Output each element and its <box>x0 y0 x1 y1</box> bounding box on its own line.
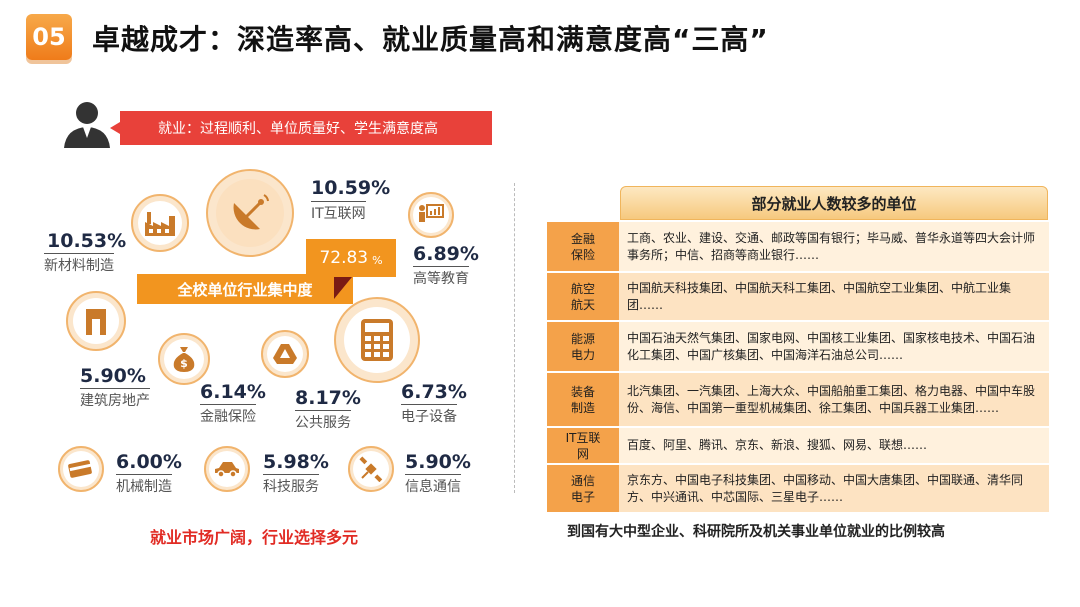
finance-percent: 6.14% <box>200 381 266 403</box>
row-category: 航空 航天 <box>547 273 619 321</box>
building-icon <box>86 309 106 335</box>
realestate-circle <box>66 291 126 351</box>
row-category: IT互联网 <box>547 428 619 464</box>
right-caption: 到国有大中型企业、科研院所及机关事业单位就业的比例较高 <box>567 524 945 540</box>
machinery-circle <box>58 446 104 492</box>
education-percent: 6.89% <box>413 243 479 265</box>
factory-icon <box>145 212 175 236</box>
finance-circle: $ <box>158 333 210 385</box>
row-units: 中国石油天然气集团、国家电网、中国核工业集团、国家核电技术、中国石油化工集团、中… <box>619 322 1049 372</box>
materials-circle <box>131 194 189 252</box>
it-circle <box>206 169 294 257</box>
table-row: IT互联网 百度、阿里、腾讯、京东、新浪、搜狐、网易、联想…… <box>547 428 1049 464</box>
table-row: 金融 保险 工商、农业、建设、交通、邮政等国有银行；毕马威、普华永道等四大会计师事… <box>547 222 1049 272</box>
techservice-circle <box>204 446 250 492</box>
realestate-label: 建筑房地产 <box>80 388 150 410</box>
row-units: 北汽集团、一汽集团、上海大众、中国船舶重工集团、格力电器、中国中车股份、海信、中… <box>619 373 1049 427</box>
satellite-icon <box>359 456 383 482</box>
techservice-percent: 5.98% <box>263 451 329 473</box>
public-label: 公共服务 <box>295 410 351 432</box>
telecom-circle <box>348 446 394 492</box>
drive-triangle-icon <box>273 344 297 364</box>
telecom-label: 信息通信 <box>405 474 461 496</box>
section-divider <box>514 183 515 493</box>
page-title: 卓越成才：深造率高、就业质量高和满意度高“三高” <box>92 23 769 56</box>
techservice-label: 科技服务 <box>263 474 319 496</box>
table-row: 通信 电子 京东方、中国电子科技集团、中国移动、中国大唐集团、中国联通、清华同方、… <box>547 465 1049 513</box>
machinery-label: 机械制造 <box>116 474 172 496</box>
row-units: 百度、阿里、腾讯、京东、新浪、搜狐、网易、联想…… <box>619 428 1049 464</box>
concentration-value-box: 72.83 % <box>306 239 396 277</box>
calculator-icon <box>361 319 393 361</box>
concentration-ribbon: 全校单位行业集中度 <box>137 274 353 304</box>
electronics-circle <box>334 297 420 383</box>
units-table-title: 部分就业人数较多的单位 <box>620 186 1048 220</box>
realestate-percent: 5.90% <box>80 365 146 387</box>
it-percent: 10.59% <box>311 177 391 199</box>
education-label: 高等教育 <box>413 266 469 288</box>
money-bag-icon: $ <box>173 347 195 372</box>
machinery-percent: 6.00% <box>116 451 182 473</box>
credit-card-icon <box>68 460 92 478</box>
materials-percent: 10.53% <box>47 230 127 252</box>
finance-label: 金融保险 <box>200 404 256 426</box>
concentration-value: 72.83 <box>319 248 369 268</box>
concentration-unit: % <box>372 253 383 267</box>
education-circle <box>408 192 454 238</box>
table-row: 装备 制造 北汽集团、一汽集团、上海大众、中国船舶重工集团、格力电器、中国中车股份… <box>547 373 1049 427</box>
electronics-label: 电子设备 <box>401 404 457 426</box>
it-label: IT互联网 <box>311 201 366 223</box>
concentration-label: 全校单位行业集中度 <box>177 280 313 299</box>
presentation-icon <box>419 204 444 222</box>
row-units: 中国航天科技集团、中国航天科工集团、中国航空工业集团、中航工业集团…… <box>619 273 1049 321</box>
car-icon <box>215 462 239 478</box>
satellite-dish-icon <box>233 194 269 230</box>
table-row: 航空 航天 中国航天科技集团、中国航天科工集团、中国航空工业集团、中航工业集团…… <box>547 273 1049 321</box>
person-icon <box>64 102 110 148</box>
materials-label: 新材料制造 <box>44 253 114 275</box>
public-circle <box>261 330 309 378</box>
row-units: 工商、农业、建设、交通、邮政等国有银行；毕马威、普华永道等四大会计师事务所；中信… <box>619 222 1049 272</box>
row-category: 通信 电子 <box>547 465 619 513</box>
telecom-percent: 5.90% <box>405 451 471 473</box>
electronics-percent: 6.73% <box>401 381 467 403</box>
row-category: 金融 保险 <box>547 222 619 272</box>
row-units: 京东方、中国电子科技集团、中国移动、中国大唐集团、中国联通、清华同方、中兴通讯、… <box>619 465 1049 513</box>
ribbon-fold <box>334 277 352 299</box>
employment-banner: 就业：过程顺利、单位质量好、学生满意度高 <box>110 111 492 145</box>
banner-text: 就业：过程顺利、单位质量好、学生满意度高 <box>158 121 438 137</box>
table-row: 能源 电力 中国石油天然气集团、国家电网、中国核工业集团、国家核电技术、中国石油化… <box>547 322 1049 372</box>
section-number-badge: 05 <box>26 14 72 60</box>
public-percent: 8.17% <box>295 387 361 409</box>
row-category: 装备 制造 <box>547 373 619 427</box>
left-caption: 就业市场广阔，行业选择多元 <box>150 528 359 547</box>
svg-text:$: $ <box>180 357 188 370</box>
row-category: 能源 电力 <box>547 322 619 372</box>
